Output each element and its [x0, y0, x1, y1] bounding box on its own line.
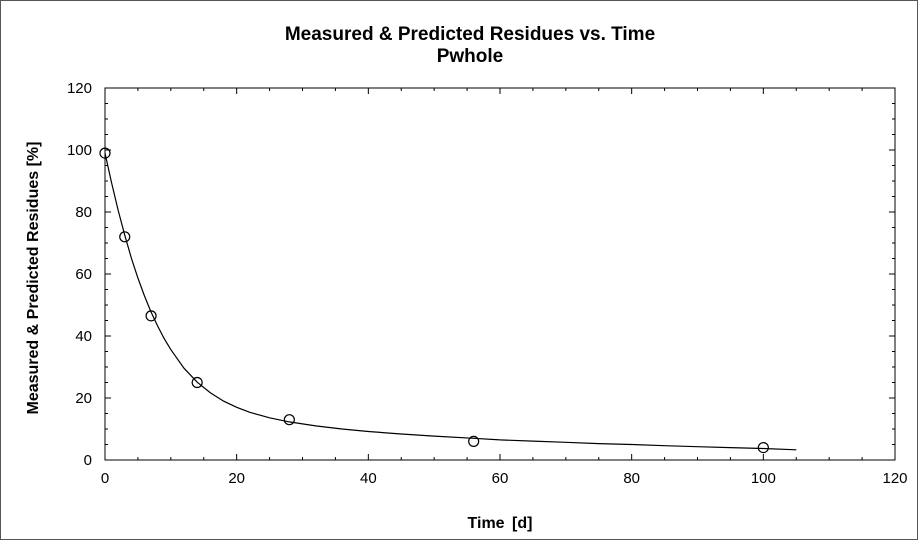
y-tick-label: 100 — [67, 142, 92, 159]
x-tick-label: 0 — [101, 470, 109, 487]
y-tick-label: 120 — [67, 80, 92, 97]
measured-point — [468, 435, 480, 447]
x-tick-label: 40 — [360, 470, 377, 487]
y-tick-label: 20 — [75, 390, 92, 407]
x-axis-label: Time [d] — [468, 515, 533, 532]
y-tick-label: 60 — [75, 266, 92, 283]
x-axis-tick-labels: 0 20 40 60 80 100 120 — [101, 470, 908, 487]
y-axis-ticks — [105, 87, 895, 461]
x-axis-label-name: Time — [468, 515, 505, 532]
x-tick-label: 100 — [751, 470, 776, 487]
y-tick-label: 40 — [75, 328, 92, 345]
x-tick-label: 20 — [228, 470, 245, 487]
x-tick-label: 80 — [623, 470, 640, 487]
measured-point — [191, 376, 203, 389]
y-tick-label: 80 — [75, 204, 92, 221]
y-axis-tick-labels: 0 20 40 60 80 100 120 — [67, 80, 92, 469]
y-tick-label: 0 — [84, 452, 92, 469]
x-axis-label-unit: [d] — [512, 515, 532, 532]
chart-title: Measured & Predicted Residues vs. Time — [285, 24, 655, 45]
measured-point — [145, 310, 157, 322]
plot-area — [104, 87, 896, 461]
measured-residues-points — [99, 147, 769, 454]
measured-point — [99, 147, 111, 159]
chart-subtitle: Pwhole — [437, 46, 504, 67]
measured-point — [119, 231, 131, 243]
x-tick-label: 120 — [882, 470, 907, 487]
measured-point — [283, 414, 295, 426]
x-tick-label: 60 — [492, 470, 509, 487]
y-axis-label: Measured & Predicted Residues [%] — [25, 142, 42, 415]
x-axis-ticks — [104, 88, 896, 460]
measured-point — [757, 442, 769, 454]
predicted-residues-line — [104, 152, 797, 451]
